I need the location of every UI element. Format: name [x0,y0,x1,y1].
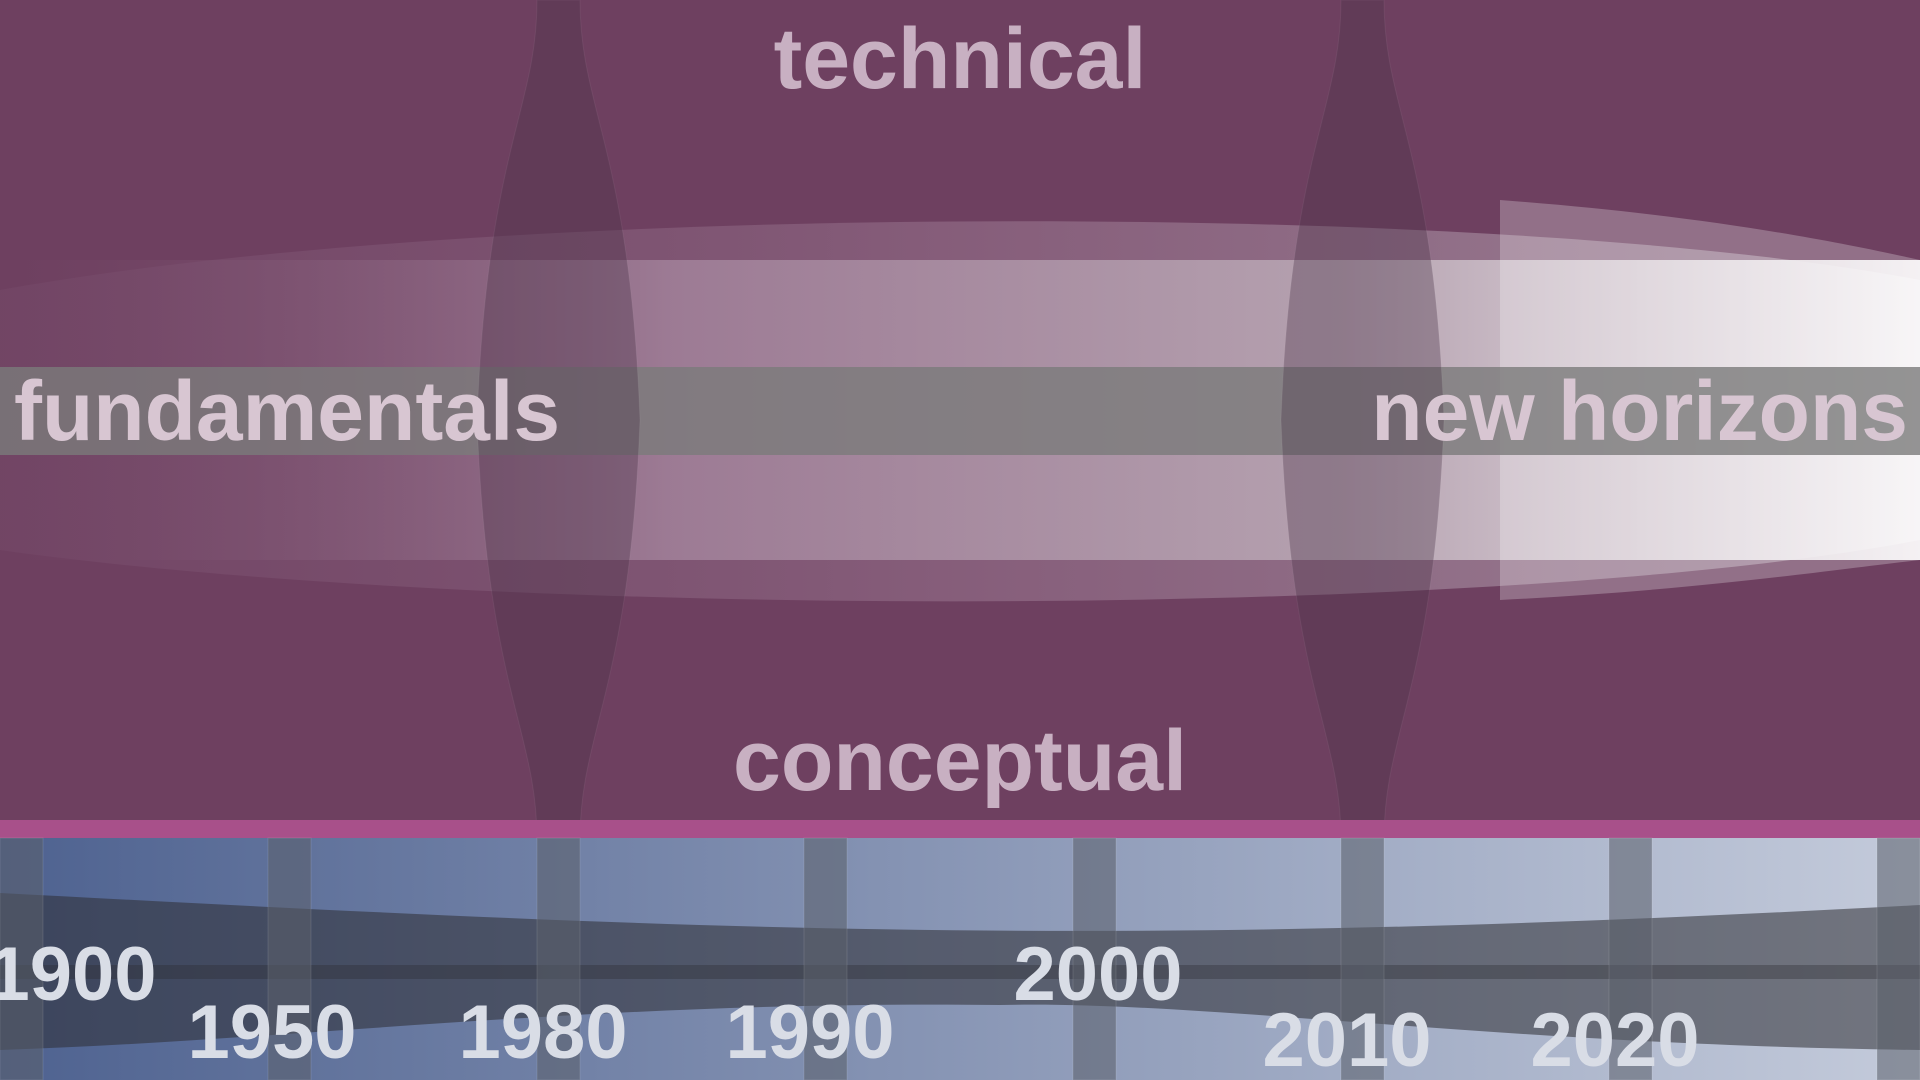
year-label-2020: 2020 [1530,998,1699,1080]
year-label-1950: 1950 [187,990,356,1075]
label-conceptual: conceptual [733,713,1187,809]
year-label-1980: 1980 [458,990,627,1075]
year-label-2000: 2000 [1013,932,1182,1017]
timeline-years: 1900 1950 1980 1990 2000 2010 2020 [0,932,1700,1080]
timeline-ticks [0,837,1920,1080]
timeline-tick-7 [1876,837,1920,1080]
separator-bar [0,820,1920,838]
label-technical: technical [774,11,1147,107]
timeline-tick-0 [0,837,44,1080]
year-label-2010: 2010 [1262,998,1431,1080]
timeline-tick-1 [267,837,312,1080]
timeline-tick-3 [803,837,848,1080]
timeline-tick-5 [1340,837,1385,1080]
label-fundamentals: fundamentals [14,364,560,458]
timeline-center-line [0,965,1920,979]
year-label-1990: 1990 [725,990,894,1075]
timeline-tick-4 [1072,837,1117,1080]
timeline-tick-2 [536,837,581,1080]
timeline-dark-wave [0,893,1920,1050]
label-new-horizons: new horizons [1371,364,1908,458]
year-label-1900: 1900 [0,932,157,1017]
timeline-tick-6 [1608,837,1653,1080]
center-strip [0,367,1920,455]
